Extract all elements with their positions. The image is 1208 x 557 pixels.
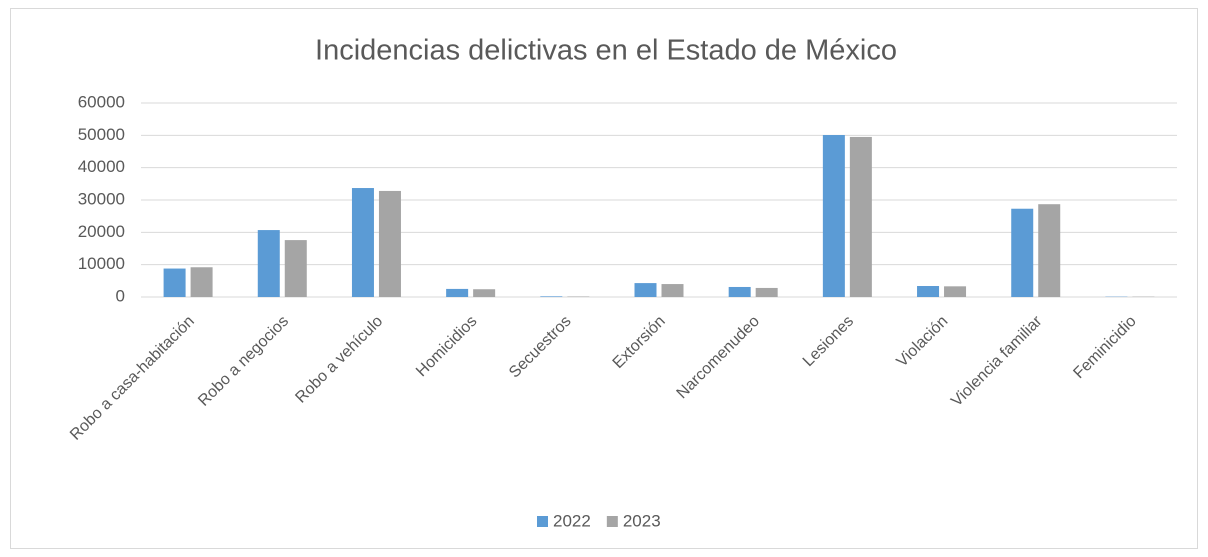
y-tick-label: 10000	[78, 254, 125, 273]
bar	[849, 136, 872, 297]
bar	[446, 288, 469, 297]
bar	[822, 135, 845, 297]
bar	[540, 296, 563, 297]
bar	[944, 286, 967, 297]
legend-label: 2023	[623, 511, 661, 530]
bar	[661, 284, 684, 297]
bar	[163, 268, 186, 297]
y-tick-label: 40000	[78, 157, 125, 176]
bar	[351, 188, 374, 297]
chart-title: Incidencias delictivas en el Estado de M…	[315, 35, 897, 67]
bar	[634, 283, 657, 297]
y-tick-label: 30000	[78, 189, 125, 208]
legend-swatch	[606, 516, 618, 527]
bar	[473, 289, 496, 297]
bar	[728, 286, 751, 297]
bar	[284, 240, 307, 297]
bar	[190, 267, 213, 297]
bar	[1011, 208, 1034, 297]
bar	[917, 286, 940, 297]
y-tick-label: 50000	[78, 125, 125, 144]
y-tick-label: 20000	[78, 222, 125, 241]
bar	[257, 230, 280, 297]
legend-label: 2022	[553, 511, 591, 530]
y-tick-label: 0	[116, 286, 125, 305]
y-tick-label: 60000	[78, 92, 125, 111]
bar	[378, 190, 401, 297]
bar	[755, 287, 778, 297]
bar	[1038, 204, 1061, 297]
legend-swatch	[537, 516, 548, 527]
